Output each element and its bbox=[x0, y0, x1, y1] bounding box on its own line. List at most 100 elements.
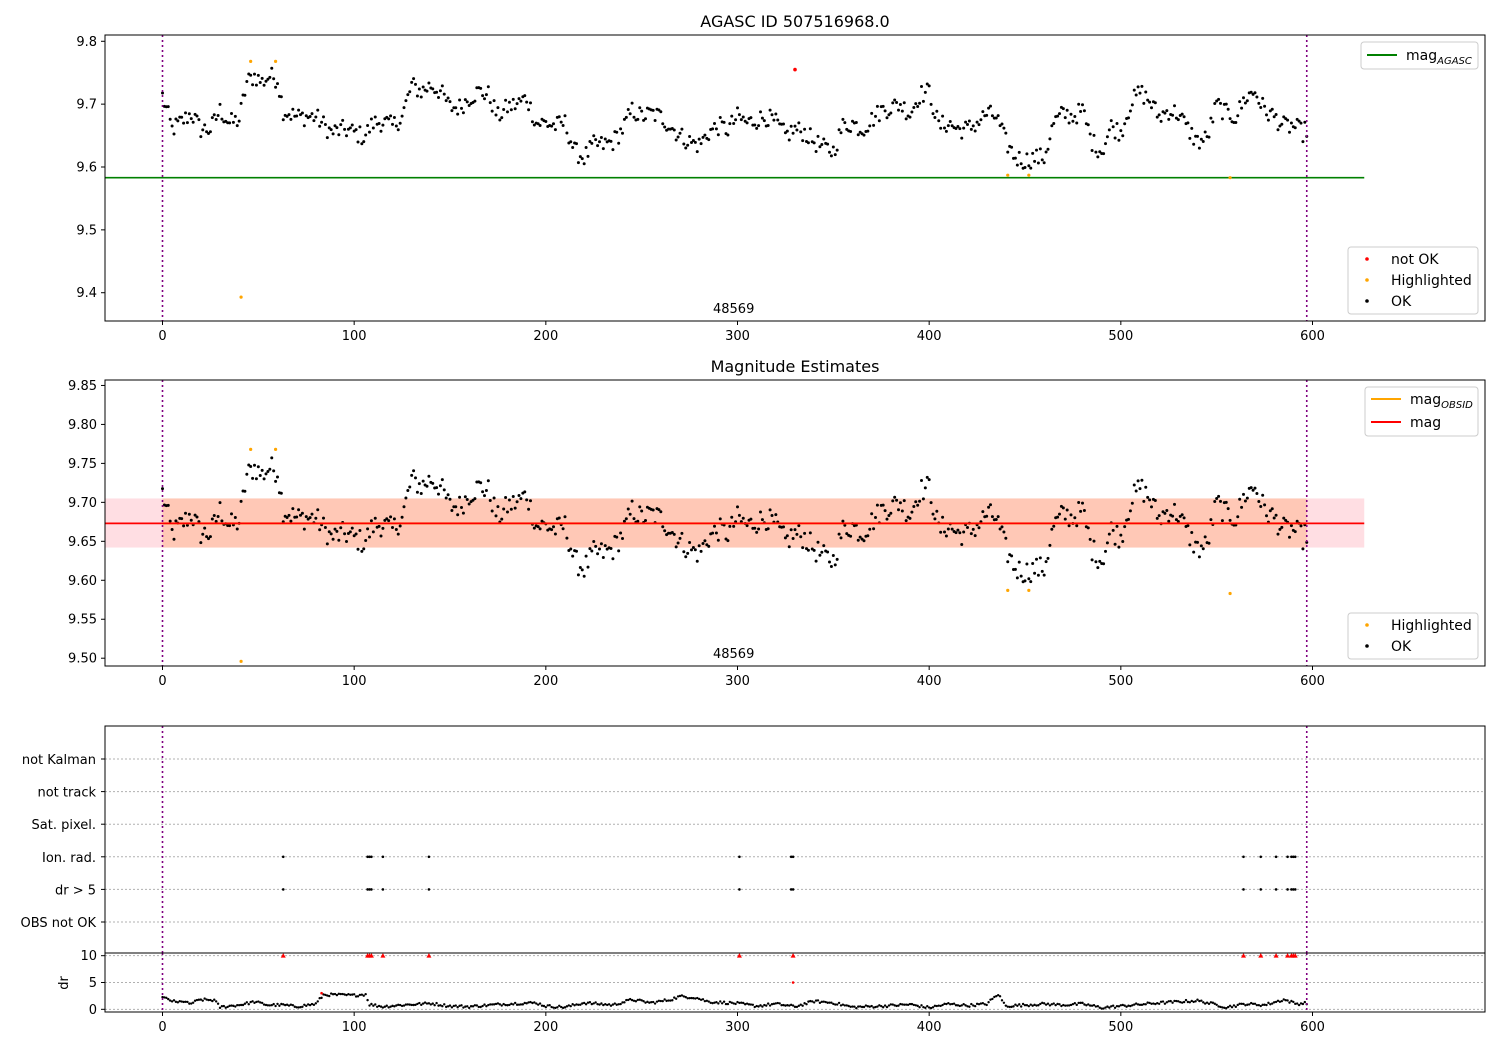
panel2-ok-point-296 bbox=[728, 524, 732, 528]
flag-event-3-6 bbox=[738, 855, 741, 859]
dr-point-549 bbox=[1213, 1002, 1216, 1005]
dr-point-425 bbox=[975, 1002, 979, 1006]
panel2-ok-point-410 bbox=[946, 527, 950, 531]
panel1-ok-point-596 bbox=[1303, 120, 1307, 124]
dr-point-387 bbox=[903, 1003, 906, 1006]
panel2-ok-point-36 bbox=[230, 512, 233, 516]
panel1-ok-point-129 bbox=[408, 90, 412, 94]
panel1-ok-point-537 bbox=[1190, 126, 1194, 130]
dr-point-122 bbox=[395, 1004, 398, 1007]
dr-point-352 bbox=[835, 1003, 839, 1006]
dr-red-point-0 bbox=[320, 991, 323, 995]
panel2-ok-point-221 bbox=[584, 554, 588, 558]
dr-point-181 bbox=[508, 1003, 511, 1007]
dr-point-195 bbox=[535, 1002, 538, 1005]
dr-point-97 bbox=[347, 992, 350, 996]
panel1-ok-point-36 bbox=[230, 111, 233, 115]
dr-point-404 bbox=[935, 1004, 939, 1008]
dr-point-192 bbox=[529, 1000, 532, 1004]
dr-point-303 bbox=[742, 1001, 745, 1005]
dr-point-407 bbox=[941, 1003, 944, 1007]
dr-point-70 bbox=[295, 1006, 298, 1009]
dr-point-357 bbox=[845, 1004, 848, 1007]
dr-point-61 bbox=[278, 1004, 281, 1007]
panel2-ok-point-364 bbox=[858, 535, 862, 539]
dr-point-477 bbox=[1075, 1003, 1078, 1007]
dr-point-36 bbox=[230, 1004, 233, 1007]
panel2-ok-point-515 bbox=[1148, 498, 1152, 502]
dr-point-543 bbox=[1202, 1001, 1205, 1004]
dr-point-219 bbox=[581, 1002, 584, 1005]
panel2-ok-point-4 bbox=[168, 519, 172, 523]
panel1-ok-point-403 bbox=[933, 115, 937, 119]
dr-point-498 bbox=[1115, 1004, 1119, 1008]
panel1-ok-point-523 bbox=[1163, 111, 1167, 115]
panel2-highlighted-point-4 bbox=[1027, 588, 1031, 593]
panel1-ok-point-504 bbox=[1127, 116, 1130, 120]
panel1-ok-point-352 bbox=[835, 148, 839, 152]
panel2-ok-point-6 bbox=[172, 537, 176, 541]
panel1-ok-point-257 bbox=[653, 119, 657, 123]
panel1-ok-point-147 bbox=[442, 92, 446, 96]
panel1-ok-point-383 bbox=[895, 100, 899, 104]
panel2-ok-point-13 bbox=[185, 523, 189, 527]
dr-point-391 bbox=[910, 1002, 914, 1006]
panel2-ok-point-478 bbox=[1077, 501, 1081, 505]
panel1-ok-point-276 bbox=[690, 141, 693, 145]
panel2-ok-point-289 bbox=[714, 531, 718, 535]
panel2-ok-point-352 bbox=[835, 557, 839, 561]
dr-point-328 bbox=[789, 1003, 793, 1007]
dr-point-26 bbox=[211, 999, 214, 1003]
flag-event-3-11 bbox=[1274, 855, 1278, 859]
panel2-ok-point-187 bbox=[519, 497, 523, 501]
panel1-ok-point-293 bbox=[722, 120, 726, 124]
dr-point-147 bbox=[443, 1003, 446, 1006]
panel2-ok-point-460 bbox=[1042, 573, 1046, 577]
dr-point-480 bbox=[1081, 1001, 1084, 1005]
panel2-ok-point-278 bbox=[693, 548, 697, 552]
dr-point-575 bbox=[1263, 1003, 1266, 1006]
panel1-ok-point-205 bbox=[553, 128, 557, 132]
dr-point-37 bbox=[232, 1004, 235, 1008]
flag-event-4-6 bbox=[738, 888, 741, 891]
panel2-ok-point-316 bbox=[766, 527, 770, 531]
dr-point-173 bbox=[492, 1003, 496, 1006]
panel2-ok-point-68 bbox=[291, 507, 295, 511]
panel2-ok-point-468 bbox=[1058, 512, 1061, 516]
panel1-ok-point-498 bbox=[1115, 121, 1119, 125]
panel1-ok-point-511 bbox=[1140, 84, 1144, 88]
panel1-ok-point-475 bbox=[1071, 119, 1075, 123]
panel1-ok-point-485 bbox=[1090, 149, 1094, 153]
dr-point-228 bbox=[598, 1003, 601, 1006]
panel1-ok-point-213 bbox=[569, 140, 573, 144]
panel1-ok-point-582 bbox=[1276, 128, 1280, 132]
panel1-ok-point-84 bbox=[322, 115, 325, 119]
dr-point-363 bbox=[857, 1005, 860, 1008]
panel2-ytick-label-5: 9.75 bbox=[68, 457, 97, 472]
panel1-ok-point-479 bbox=[1079, 109, 1083, 113]
panel2-ok-point-348 bbox=[828, 560, 831, 564]
panel2-ok-point-114 bbox=[379, 534, 383, 538]
dr-point-313 bbox=[761, 1005, 764, 1008]
dr-point-256 bbox=[651, 1000, 655, 1004]
panel2-ok-point-67 bbox=[289, 519, 293, 523]
dr-point-535 bbox=[1186, 1000, 1190, 1004]
dr-point-54 bbox=[264, 1003, 268, 1007]
dr-point-550 bbox=[1215, 1003, 1218, 1006]
panel2-ok-point-396 bbox=[920, 479, 923, 483]
panel2-ok-point-561 bbox=[1236, 515, 1240, 519]
panel2-ok-point-408 bbox=[943, 530, 946, 534]
panel2-ok-point-91 bbox=[335, 529, 339, 533]
dr-point-252 bbox=[644, 1001, 647, 1004]
dr-point-509 bbox=[1136, 1003, 1140, 1006]
panel2-ok-point-248 bbox=[636, 519, 640, 523]
panel2-ok-point-127 bbox=[404, 496, 408, 500]
panel2-ok-point-585 bbox=[1282, 516, 1286, 520]
dr-point-584 bbox=[1280, 999, 1284, 1003]
panel1-ok-point-291 bbox=[718, 116, 722, 120]
panel1-ok-point-508 bbox=[1134, 93, 1138, 97]
panel2-ok-point-55 bbox=[266, 470, 270, 474]
panel1-highlighted-point-3 bbox=[1006, 173, 1010, 177]
dr-point-456 bbox=[1035, 1004, 1038, 1007]
dr-point-90 bbox=[333, 992, 337, 996]
